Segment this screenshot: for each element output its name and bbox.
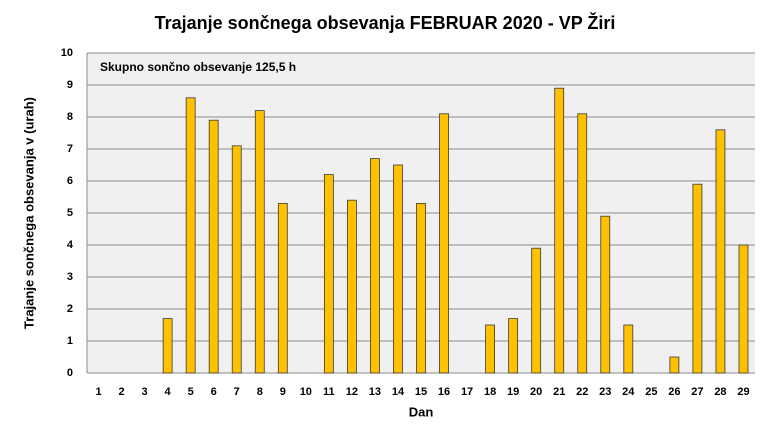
bar <box>623 324 634 374</box>
bar <box>669 356 680 374</box>
bar <box>162 318 173 374</box>
bar <box>254 110 265 374</box>
x-tick-label: 15 <box>415 386 427 398</box>
bar <box>323 174 334 374</box>
x-axis-label: Dan <box>409 404 434 419</box>
x-tick-label: 8 <box>257 386 263 398</box>
x-tick-label: 17 <box>461 386 473 398</box>
x-tick-label: 22 <box>576 386 588 398</box>
bar <box>577 113 588 374</box>
bar <box>231 145 242 374</box>
y-tick-label: 1 <box>67 335 73 347</box>
x-tick-label: 14 <box>392 386 405 398</box>
y-tick-label: 0 <box>67 367 73 379</box>
x-tick-label: 23 <box>599 386 611 398</box>
x-tick-label: 7 <box>234 386 240 398</box>
x-tick-label: 25 <box>645 386 657 398</box>
x-tick-label: 28 <box>714 386 726 398</box>
x-tick-label: 13 <box>369 386 381 398</box>
annotation: Skupno sončno obsevanje 125,5 h <box>100 60 296 74</box>
y-axis-label: Trajanje sončnega obsevanja v (urah) <box>21 97 36 329</box>
y-tick-label: 4 <box>67 239 74 251</box>
y-tick-label: 8 <box>67 111 73 123</box>
x-tick-label: 29 <box>737 386 749 398</box>
x-tick-label: 5 <box>188 386 194 398</box>
bar <box>370 158 380 374</box>
bar <box>554 87 565 374</box>
x-tick-label: 3 <box>142 386 148 398</box>
bar <box>277 202 288 374</box>
bar <box>439 113 449 374</box>
y-tick-label: 10 <box>61 47 73 59</box>
bar <box>416 202 426 374</box>
x-tick-label: 20 <box>530 386 542 398</box>
bar <box>692 183 703 374</box>
bar <box>508 318 519 374</box>
y-tick-label: 7 <box>67 143 73 155</box>
x-tick-label: 1 <box>95 386 101 398</box>
bar <box>393 164 403 374</box>
y-tick-label: 2 <box>67 303 73 315</box>
x-tick-label: 26 <box>668 386 680 398</box>
chart-title: Trajanje sončnega obsevanja FEBRUAR 2020… <box>155 12 616 33</box>
x-tick-label: 16 <box>438 386 450 398</box>
x-tick-label: 11 <box>323 386 335 398</box>
y-tick-label: 9 <box>67 79 73 91</box>
x-tick-label: 4 <box>165 386 172 398</box>
y-tick-label: 3 <box>67 271 73 283</box>
x-tick-label: 27 <box>691 386 703 398</box>
x-tick-label: 19 <box>507 386 519 398</box>
bar <box>715 129 726 374</box>
bar <box>600 215 611 374</box>
x-tick-label: 24 <box>622 386 635 398</box>
bar <box>185 97 196 374</box>
x-tick-label: 2 <box>118 386 124 398</box>
y-tick-label: 5 <box>67 207 73 219</box>
x-tick-label: 9 <box>280 386 286 398</box>
bar <box>208 119 219 374</box>
bar <box>346 199 357 374</box>
x-tick-label: 18 <box>484 386 496 398</box>
x-tick-label: 12 <box>346 386 358 398</box>
x-tick-label: 6 <box>211 386 217 398</box>
x-tick-label: 21 <box>553 386 565 398</box>
bar <box>485 324 496 374</box>
x-tick-label: 10 <box>300 386 312 398</box>
bar <box>738 244 749 374</box>
bar <box>531 247 542 374</box>
y-tick-label: 6 <box>67 175 73 187</box>
